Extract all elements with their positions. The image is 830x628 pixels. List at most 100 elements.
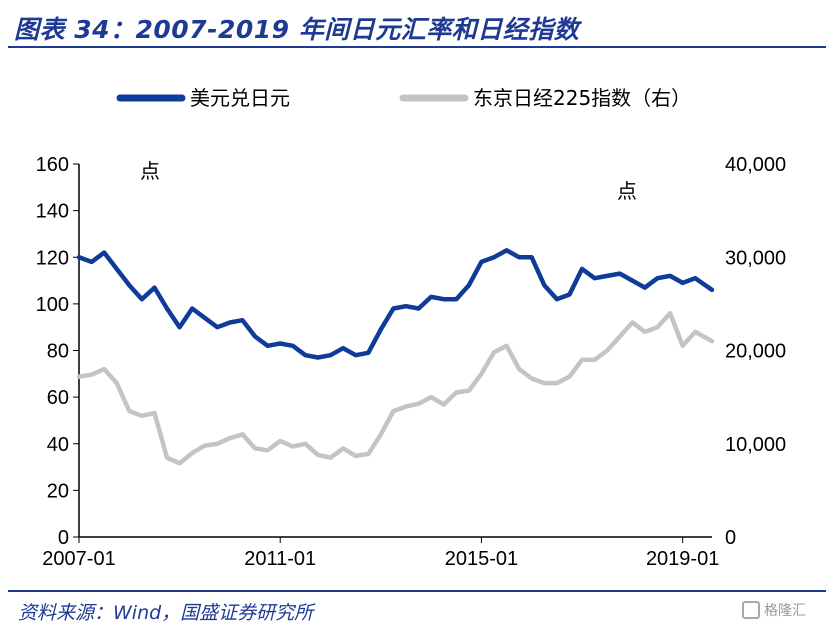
data-point-usdjpy xyxy=(90,260,93,264)
data-point-usdjpy xyxy=(165,307,169,310)
left-y-tick-label: 40 xyxy=(47,434,69,456)
data-point-usdjpy xyxy=(115,267,118,271)
data-point-usdjpy xyxy=(518,256,521,259)
data-point-nikkei225 xyxy=(291,445,294,448)
data-point-usdjpy xyxy=(492,256,496,259)
data-point-nikkei225 xyxy=(492,351,496,354)
data-point-usdjpy xyxy=(404,305,408,308)
data-point-nikkei225 xyxy=(555,381,559,385)
data-point-usdjpy xyxy=(429,295,433,299)
data-point-usdjpy xyxy=(178,326,181,329)
data-point-nikkei225 xyxy=(568,375,571,378)
right-axis-label: 点 xyxy=(617,179,637,203)
data-point-nikkei225 xyxy=(128,409,131,413)
data-point-nikkei225 xyxy=(480,372,483,375)
data-point-usdjpy xyxy=(128,284,131,287)
data-point-usdjpy xyxy=(580,267,584,271)
data-point-nikkei225 xyxy=(681,344,684,347)
data-point-usdjpy xyxy=(77,256,81,259)
data-point-nikkei225 xyxy=(153,411,156,415)
data-point-nikkei225 xyxy=(103,367,106,371)
left-y-tick-label: 160 xyxy=(36,154,69,176)
source-note: 资料来源：Wind，国盛证券研究所 xyxy=(18,602,314,624)
data-point-usdjpy xyxy=(694,277,697,280)
data-point-nikkei225 xyxy=(165,456,169,459)
data-point-nikkei225 xyxy=(241,433,244,436)
legend-label-nikkei225: 东京日经225指数（右） xyxy=(473,86,691,110)
data-point-nikkei225 xyxy=(203,444,206,447)
data-point-nikkei225 xyxy=(505,344,508,347)
data-point-nikkei225 xyxy=(606,349,609,352)
left-y-tick-label: 20 xyxy=(47,480,69,502)
data-point-nikkei225 xyxy=(631,321,634,324)
data-point-nikkei225 xyxy=(643,330,647,334)
right-y-tick-label: 30,000 xyxy=(725,247,786,269)
data-point-usdjpy xyxy=(643,286,647,289)
data-point-nikkei225 xyxy=(266,449,269,452)
data-point-usdjpy xyxy=(291,344,294,347)
data-point-nikkei225 xyxy=(710,340,714,343)
x-tick-label: 2011-01 xyxy=(244,548,316,570)
x-tick-label: 2019-01 xyxy=(646,548,719,570)
x-tick-label: 2007-01 xyxy=(42,548,115,570)
chart-figure: 0 20 40 60 80 100 120 140 160 0 10,000 20,000 30,000… xyxy=(36,86,787,570)
data-point-nikkei225 xyxy=(316,453,320,457)
data-point-nikkei225 xyxy=(140,414,144,417)
data-point-nikkei225 xyxy=(329,456,332,459)
data-point-nikkei225 xyxy=(77,375,81,378)
data-point-usdjpy xyxy=(455,298,458,301)
left-y-tick-label: 80 xyxy=(47,341,69,363)
data-point-nikkei225 xyxy=(341,447,345,450)
data-point-usdjpy xyxy=(442,298,445,301)
data-point-usdjpy xyxy=(228,321,232,324)
data-point-nikkei225 xyxy=(392,409,395,413)
data-point-usdjpy xyxy=(253,335,257,338)
data-point-usdjpy xyxy=(241,319,244,322)
data-point-usdjpy xyxy=(618,272,621,275)
data-point-nikkei225 xyxy=(530,377,533,380)
x-tick-label: 2015-01 xyxy=(445,548,518,570)
left-y-tick-label: 0 xyxy=(58,527,69,549)
data-point-nikkei225 xyxy=(417,402,420,405)
data-point-usdjpy xyxy=(606,274,609,278)
data-point-nikkei225 xyxy=(455,391,458,394)
left-y-tick-label: 100 xyxy=(36,294,69,316)
left-y-tick-label: 120 xyxy=(36,247,69,269)
data-point-usdjpy xyxy=(216,326,219,329)
data-point-usdjpy xyxy=(568,293,571,296)
data-point-usdjpy xyxy=(103,251,106,254)
data-point-nikkei225 xyxy=(404,405,408,408)
data-point-usdjpy xyxy=(593,277,596,280)
data-point-nikkei225 xyxy=(467,389,471,392)
page-title: 图表 34：2007-2019 年间日元汇率和日经指数 xyxy=(14,15,580,44)
data-point-nikkei225 xyxy=(253,447,257,450)
data-point-nikkei225 xyxy=(354,454,357,458)
data-point-usdjpy xyxy=(266,344,269,347)
data-point-usdjpy xyxy=(480,260,483,264)
data-point-usdjpy xyxy=(379,328,382,331)
data-point-usdjpy xyxy=(316,356,320,359)
data-point-nikkei225 xyxy=(115,381,118,385)
left-y-tick-label: 60 xyxy=(47,387,69,409)
data-point-usdjpy xyxy=(555,298,559,301)
data-point-usdjpy xyxy=(329,354,332,357)
data-point-usdjpy xyxy=(656,277,659,280)
footer-divider xyxy=(8,590,826,592)
data-point-nikkei225 xyxy=(216,442,219,445)
data-point-nikkei225 xyxy=(580,358,584,361)
data-point-usdjpy xyxy=(710,288,714,292)
data-point-usdjpy xyxy=(467,284,471,287)
series-line-nikkei225 xyxy=(76,310,715,466)
title-divider xyxy=(8,46,826,48)
right-y-tick-label: 40,000 xyxy=(725,154,786,176)
watermark-logo-icon xyxy=(742,601,760,619)
data-point-nikkei225 xyxy=(367,452,370,456)
data-point-nikkei225 xyxy=(656,326,659,329)
data-point-usdjpy xyxy=(681,281,684,285)
left-axis-label: 点 xyxy=(140,159,160,183)
watermark: 格隆汇 xyxy=(742,600,822,622)
data-point-usdjpy xyxy=(279,342,282,345)
data-point-usdjpy xyxy=(153,286,156,289)
watermark-text: 格隆汇 xyxy=(764,603,806,619)
data-point-nikkei225 xyxy=(304,442,307,445)
